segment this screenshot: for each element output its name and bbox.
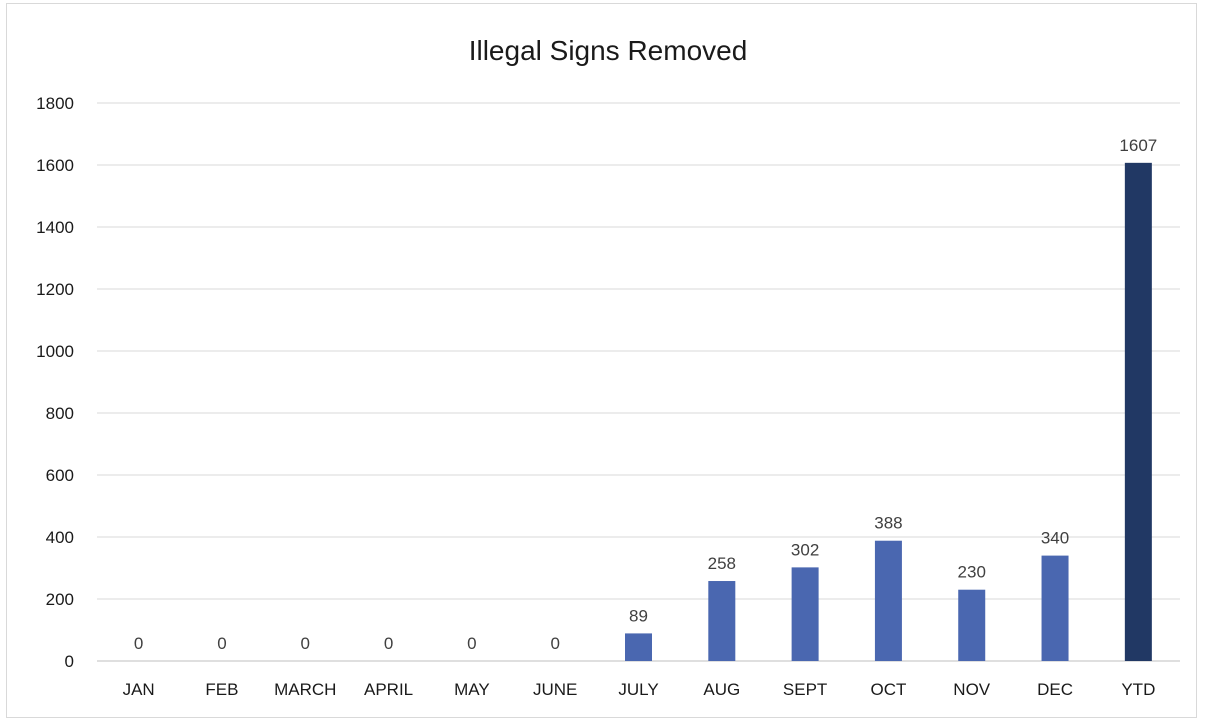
data-label-april: 0 — [384, 634, 393, 653]
x-tick-label-july: JULY — [618, 680, 658, 699]
y-tick-label: 800 — [46, 404, 74, 423]
data-label-march: 0 — [301, 634, 310, 653]
data-label-nov: 230 — [958, 563, 986, 582]
y-tick-label: 1200 — [36, 280, 74, 299]
data-label-dec: 340 — [1041, 529, 1069, 548]
x-tick-label-jan: JAN — [123, 680, 155, 699]
bar-nov — [958, 589, 986, 661]
y-tick-label: 1800 — [36, 94, 74, 113]
data-label-sept: 302 — [791, 540, 819, 559]
bar-july — [625, 633, 652, 661]
y-axis-ticks: 0 200 400 600 800 1000 1200 1400 1600 1800 — [36, 94, 74, 671]
data-label-jan: 0 — [134, 634, 143, 653]
bar-ytd — [1124, 162, 1152, 661]
x-tick-label-may: MAY — [454, 680, 490, 699]
data-label-feb: 0 — [217, 634, 226, 653]
x-axis-ticks: JAN FEB MARCH APRIL MAY JUNE JULY AUG SEPT OCT NOV… — [123, 680, 1156, 699]
y-tick-label: 1600 — [36, 156, 74, 175]
x-tick-label-ytd: YTD — [1121, 680, 1155, 699]
bar-dec — [1041, 555, 1069, 661]
y-tick-label: 0 — [65, 652, 74, 671]
bar-oct — [874, 540, 902, 661]
chart-title: Illegal Signs Removed — [469, 35, 748, 66]
x-tick-label-feb: FEB — [205, 680, 238, 699]
data-label-july: 89 — [629, 606, 648, 625]
data-labels: 0 0 0 0 0 0 89 258 302 388 230 340 1607 — [134, 136, 1157, 653]
x-tick-label-nov: NOV — [953, 680, 991, 699]
x-tick-label-sept: SEPT — [783, 680, 827, 699]
x-tick-label-oct: OCT — [870, 680, 906, 699]
y-tick-label: 1000 — [36, 342, 74, 361]
y-tick-label: 400 — [46, 528, 74, 547]
x-tick-label-aug: AUG — [703, 680, 740, 699]
data-label-aug: 258 — [708, 554, 736, 573]
data-label-may: 0 — [467, 634, 476, 653]
bars — [625, 162, 1152, 661]
y-tick-label: 200 — [46, 590, 74, 609]
x-tick-label-april: APRIL — [364, 680, 413, 699]
y-tick-label: 600 — [46, 466, 74, 485]
x-tick-label-march: MARCH — [274, 680, 336, 699]
x-tick-label-dec: DEC — [1037, 680, 1073, 699]
x-tick-label-june: JUNE — [533, 680, 577, 699]
data-label-oct: 388 — [874, 514, 902, 533]
bar-aug — [708, 581, 736, 661]
data-label-june: 0 — [550, 634, 559, 653]
bar-sept — [791, 567, 819, 661]
gridlines — [97, 102, 1180, 662]
y-tick-label: 1400 — [36, 218, 74, 237]
data-label-ytd: 1607 — [1119, 136, 1157, 155]
